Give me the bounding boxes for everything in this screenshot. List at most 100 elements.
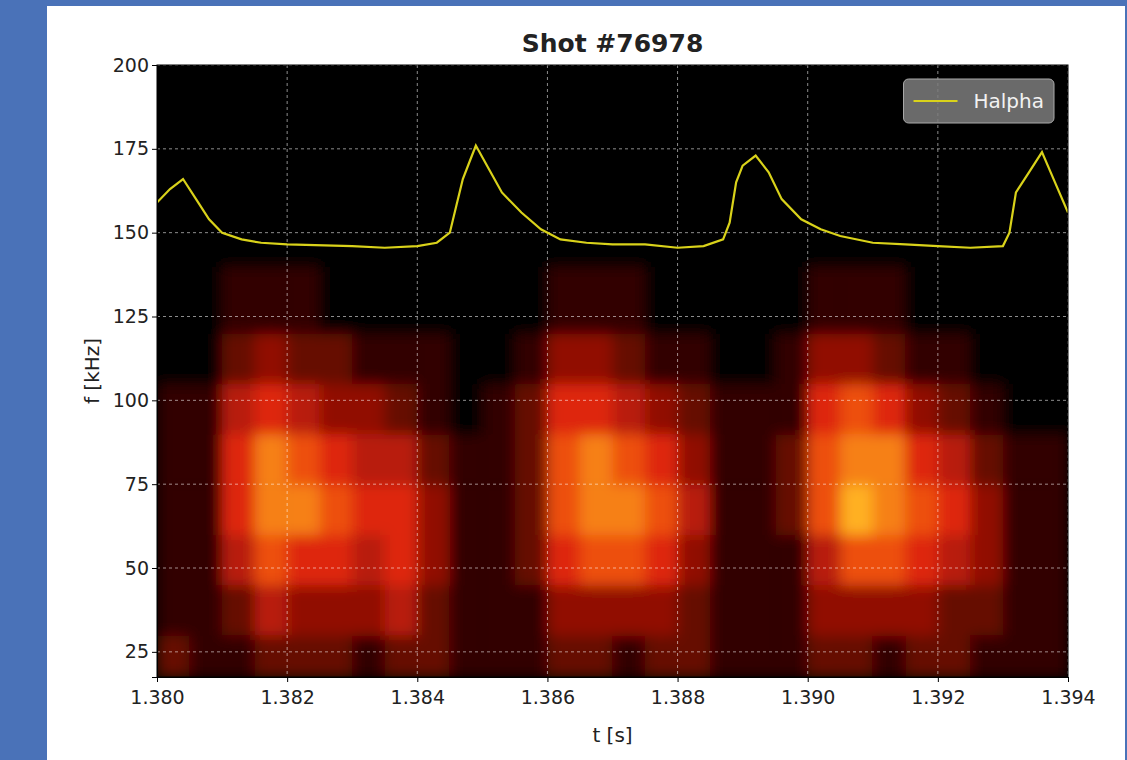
cell [775,635,808,677]
y-axis-title: f [kHz] [80,338,104,404]
cell [710,65,743,133]
cell [222,132,255,200]
cell [417,384,450,435]
y-tick: 100 [113,389,157,411]
y-tick-label: 150 [113,221,149,243]
cell [157,65,190,133]
cell [547,333,580,384]
x-tick: 1.388 [651,677,705,708]
cell [873,585,906,636]
cell [482,266,515,334]
cell [613,635,646,677]
cell [385,434,418,485]
cell [450,266,483,334]
cell [547,484,580,535]
cell [385,132,418,200]
cell [320,132,353,200]
cell [840,333,873,384]
y-tick-mark [152,568,157,569]
cell [482,434,515,485]
cell [385,534,418,585]
cell [190,65,223,133]
cell [482,534,515,585]
y-tick: 75 [125,473,157,495]
cell [255,266,288,334]
cell [970,333,1003,384]
cell [613,65,646,133]
y-tick-mark [152,65,157,66]
cell [1003,132,1036,200]
x-tick: 1.382 [260,677,314,708]
cell [255,585,288,636]
cell [190,585,223,636]
y-tick-label: 200 [113,54,149,76]
cell [1035,384,1068,435]
cell [417,333,450,384]
cell [840,585,873,636]
cell [938,484,971,535]
cell [352,434,385,485]
cell [775,384,808,435]
cell [645,484,678,535]
cell [840,384,873,435]
x-tick: 1.386 [521,677,575,708]
y-tick: 50 [125,557,157,579]
cell [710,534,743,585]
cell [482,585,515,636]
cell [320,635,353,677]
cell [580,384,613,435]
cell [222,434,255,485]
cell [580,65,613,133]
cell [450,484,483,535]
cell [905,434,938,485]
cell [222,65,255,133]
cell [320,585,353,636]
grid-line [157,232,1068,233]
cell [157,585,190,636]
cell [287,434,320,485]
cell [743,434,776,485]
x-tick: 1.394 [1041,677,1095,708]
cell [808,484,841,535]
y-tick: 150 [113,221,157,243]
cell [157,384,190,435]
cell [613,484,646,535]
cell [613,266,646,334]
x-tick-mark [808,677,809,682]
cell [613,434,646,485]
cells [157,65,1068,677]
cell [710,434,743,485]
y-tick: 175 [113,137,157,159]
cell [482,635,515,677]
y-tick-mark [152,149,157,150]
cell [1003,434,1036,485]
cell [450,333,483,384]
x-axis-line [158,678,1069,683]
grid-line [157,484,1068,485]
cell [905,484,938,535]
cell [385,484,418,535]
cell [417,132,450,200]
cell [255,484,288,535]
legend: Halpha [904,79,1054,123]
cell [938,534,971,585]
grid-line [157,568,1068,569]
title: Shot #76978 [522,29,704,58]
cell [775,484,808,535]
cell [515,635,548,677]
cell [580,132,613,200]
cell [450,384,483,435]
cell [190,266,223,334]
grid-line [287,65,288,677]
cell [417,585,450,636]
cell [222,333,255,384]
grid [157,65,1068,677]
cell [352,384,385,435]
cell [580,635,613,677]
cell [678,585,711,636]
cell [970,635,1003,677]
cell [417,534,450,585]
cell [385,635,418,677]
y-tick-mark [152,400,157,401]
cell [743,585,776,636]
